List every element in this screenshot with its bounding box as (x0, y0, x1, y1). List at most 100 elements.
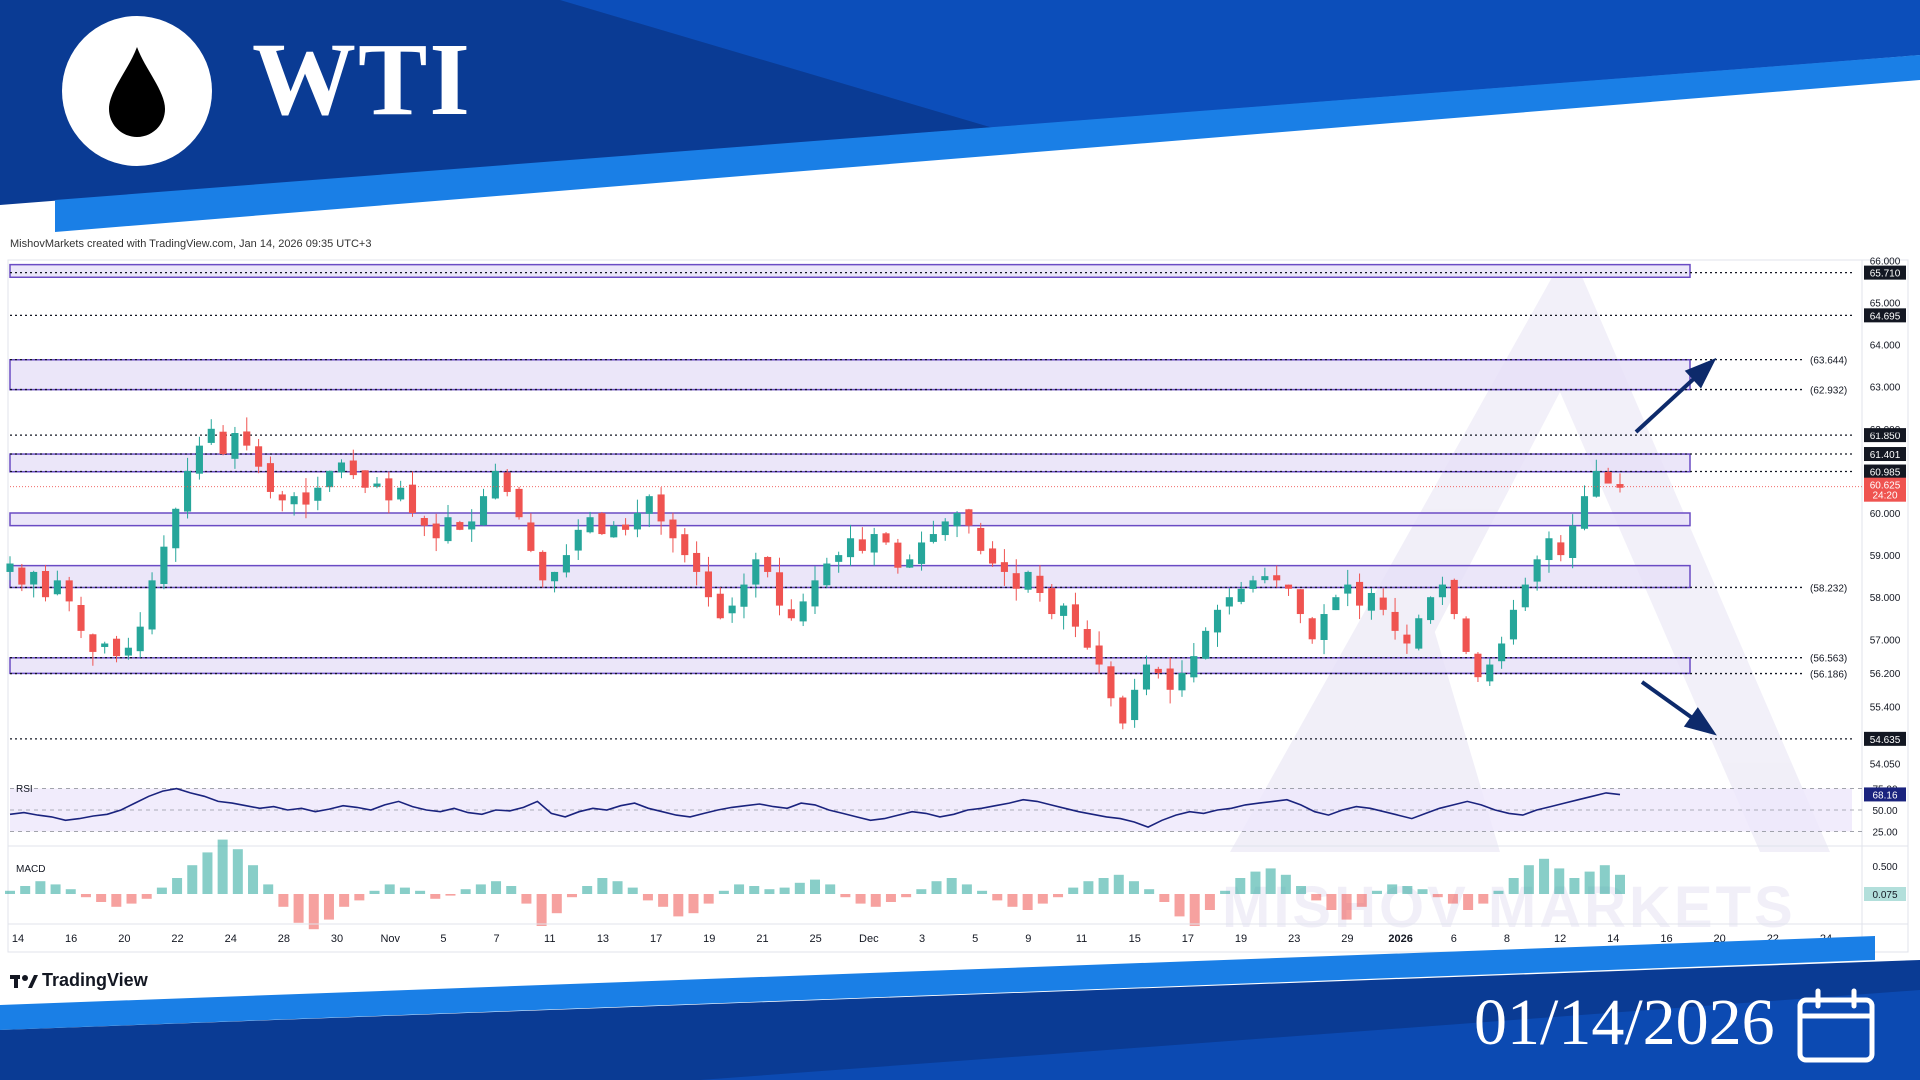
watermark-m-inner (1300, 582, 1500, 852)
macd-bar (1508, 878, 1519, 894)
macd-bar (1265, 868, 1276, 894)
x-tick-label: 17 (1182, 933, 1194, 945)
candle-body (1474, 653, 1482, 678)
candle-body (266, 463, 274, 492)
macd-bar (141, 894, 152, 899)
candle-body (1498, 643, 1506, 662)
candle-body (551, 571, 559, 582)
candle-body (728, 605, 736, 614)
macd-bar (1144, 889, 1155, 894)
x-tick-label: 8 (1504, 933, 1510, 945)
level-badge-label: 64.695 (1870, 311, 1901, 322)
macd-value-badge (1864, 887, 1906, 901)
tradingview-label: TradingView (42, 970, 148, 990)
candle-body (1000, 562, 1008, 572)
x-tick-label: 6 (1451, 933, 1457, 945)
rsi-tick-label: 25.00 (1872, 827, 1897, 838)
macd-bar (202, 852, 213, 894)
y-tick-label: 56.200 (1870, 669, 1901, 680)
macd-bar (1068, 887, 1079, 894)
candle-body (207, 428, 215, 443)
candle-body (693, 552, 701, 572)
candle-body (65, 580, 73, 602)
macd-bar (992, 894, 1003, 901)
macd-bar (1174, 894, 1185, 917)
watermark-m-shape (1230, 272, 1830, 852)
candle-body (1308, 618, 1316, 640)
macd-bar (673, 894, 684, 917)
macd-bar (749, 886, 760, 894)
candle-body (195, 445, 203, 474)
macd-bar (855, 894, 866, 904)
macd-bar (658, 894, 669, 907)
level-badge (1864, 308, 1906, 323)
candle-body (314, 487, 322, 501)
macd-bar (263, 884, 274, 894)
candle-body (1616, 484, 1624, 488)
macd-bar (961, 884, 972, 894)
candle-body (41, 570, 50, 598)
level-badge-label: 61.850 (1870, 431, 1901, 442)
macd-bar (885, 894, 896, 902)
y-tick-label: 65.000 (1870, 299, 1901, 310)
candle-body (1391, 611, 1399, 631)
price-chart[interactable]: MISHOV MARKETS 65.710 64.695 (63.644) (62.93… (0, 252, 1920, 958)
bullish-arrow-head (1684, 357, 1717, 389)
candle-body (1379, 597, 1387, 610)
candle-body (6, 563, 14, 572)
macd-bar (901, 894, 912, 898)
rsi-line (9, 787, 1621, 828)
candle-body (148, 580, 156, 630)
x-tick-label: 22 (171, 933, 183, 945)
macd-bar (1007, 894, 1018, 907)
candle-body (858, 539, 866, 551)
macd-bar (278, 894, 289, 907)
macd-bar (248, 865, 259, 894)
candle-body (1592, 470, 1600, 497)
candle-body (1545, 538, 1553, 561)
candle-body (30, 571, 38, 585)
x-tick-label: 14 (12, 933, 24, 945)
level-label: (58.232) (1810, 583, 1847, 594)
macd-bar (870, 894, 881, 907)
macd-bar (1311, 894, 1322, 901)
candle-body (1509, 609, 1518, 640)
x-tick-label: 5 (440, 933, 446, 945)
candle-body (1202, 630, 1210, 659)
level-badge (1864, 265, 1906, 280)
candle-body (681, 534, 689, 556)
macd-bar (566, 894, 577, 898)
candle-body (373, 483, 381, 487)
candle-body (1131, 689, 1139, 721)
candle-body (349, 460, 357, 476)
y-tick-label: 60.000 (1870, 509, 1901, 520)
x-tick-label: 5 (972, 933, 978, 945)
candle-body (101, 643, 109, 647)
candle-body (1462, 618, 1470, 652)
candle-body (811, 580, 819, 607)
macd-bar (1356, 894, 1367, 907)
macd-bar (779, 887, 790, 894)
candle-body (112, 638, 121, 657)
candle-body (894, 542, 902, 568)
candle-body (1273, 575, 1281, 581)
candle-body (1344, 584, 1352, 594)
y-tick-label: 58.000 (1870, 593, 1901, 604)
sr-zone (9, 564, 1691, 589)
macd-bar (1022, 894, 1033, 910)
macd-bar (308, 894, 319, 930)
x-tick-label: 24 (225, 933, 237, 945)
tradingview-icon (10, 974, 38, 988)
top-banner (0, 0, 1920, 232)
macd-bar (65, 889, 76, 894)
candle-body (586, 517, 594, 533)
x-tick-label: 16 (1660, 933, 1672, 945)
watermark-text: MISHOV MARKETS (1222, 875, 1796, 940)
x-tick-label: 14 (1607, 933, 1619, 945)
macd-bar (1447, 894, 1458, 904)
x-tick-label: 29 (1341, 933, 1353, 945)
candle-body (1557, 542, 1565, 556)
x-tick-label: Dec (859, 933, 879, 945)
level-badge (1864, 428, 1906, 443)
macd-bar (1584, 871, 1595, 894)
